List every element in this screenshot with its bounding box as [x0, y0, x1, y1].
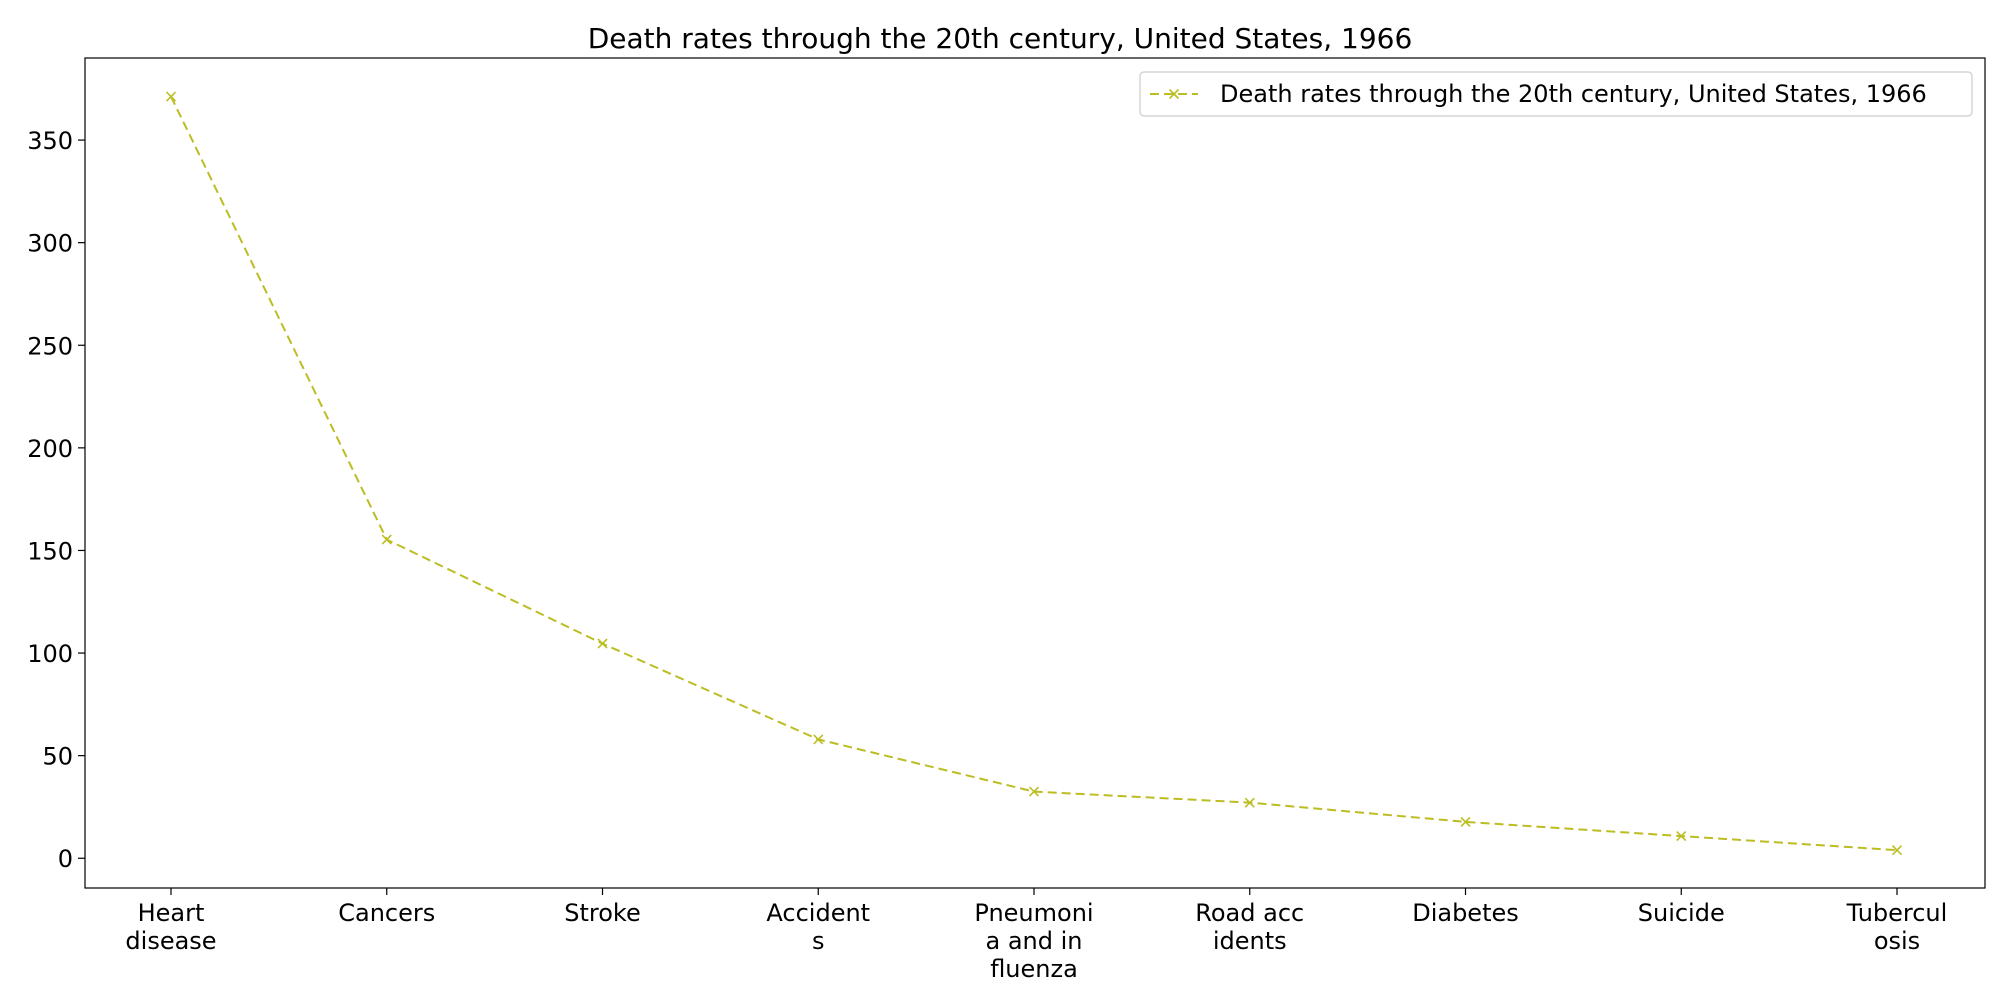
x-tick-label: Accident s — [766, 899, 870, 955]
y-tick-label: 150 — [27, 537, 73, 565]
y-tick-label: 200 — [27, 435, 73, 463]
data-point-marker — [1891, 845, 1903, 856]
legend-label: Death rates through the 20th century, Un… — [1220, 80, 1927, 108]
y-tick-label: 350 — [27, 127, 73, 155]
x-tick-label: Pneumoni a and in fluenza — [974, 899, 1093, 983]
legend-box — [1139, 71, 1973, 117]
data-point-marker — [1460, 816, 1471, 827]
y-tick-label: 100 — [27, 640, 73, 668]
plot-area-frame — [84, 57, 1986, 889]
y-tick-label: 300 — [27, 230, 73, 258]
data-point-marker — [1244, 797, 1255, 808]
data-point-marker — [813, 734, 824, 745]
y-axis: 0 50 100 150 200 250 300 350 — [27, 127, 85, 873]
y-tick-label: 250 — [27, 332, 73, 360]
x-tick-label: Suicide — [1638, 899, 1725, 927]
series-layer — [165, 91, 1903, 856]
legend: Death rates through the 20th century, Un… — [1139, 71, 1973, 117]
x-tick-label: Stroke — [564, 899, 640, 927]
x-tick-label: Road acc idents — [1195, 899, 1304, 955]
x-tick-label: Heart disease — [125, 899, 216, 955]
chart-title: Death rates through the 20th century, Un… — [588, 22, 1413, 55]
data-point-marker — [1676, 831, 1687, 842]
data-point-marker — [597, 638, 608, 649]
y-tick-label: 50 — [42, 743, 73, 771]
data-point-marker — [381, 534, 392, 545]
x-axis: Heart disease Cancers Stroke Accident s Pneumo… — [125, 888, 1947, 983]
data-point-marker — [165, 91, 177, 102]
x-tick-label: Diabetes — [1412, 899, 1519, 927]
x-tick-label: Cancers — [338, 899, 435, 927]
data-point-marker — [1028, 786, 1040, 797]
y-tick-label: 0 — [58, 845, 73, 873]
x-tick-label: Tubercul osis — [1846, 899, 1948, 955]
series-line — [170, 96, 1898, 852]
legend-marker-swatch — [1168, 88, 1180, 100]
